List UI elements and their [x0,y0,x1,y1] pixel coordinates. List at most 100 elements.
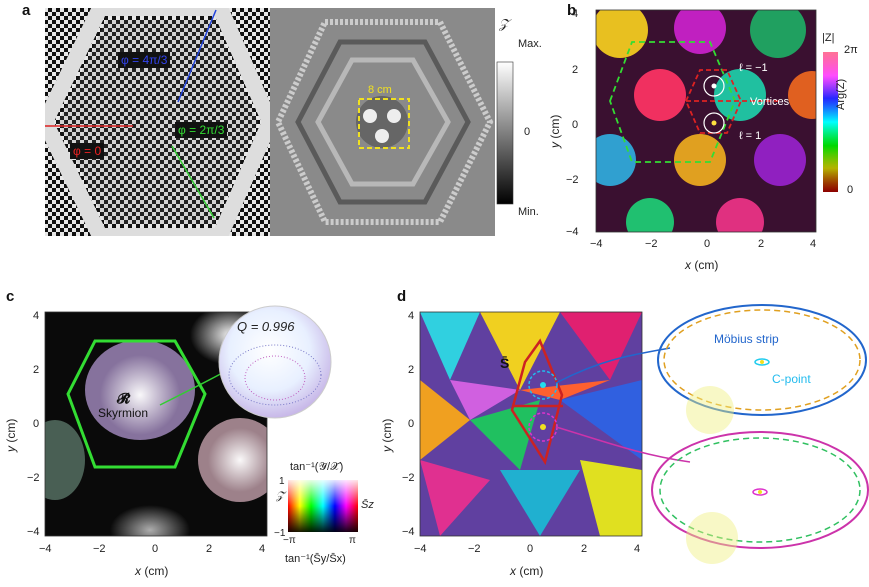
panel-d-xlabel: x (cm) [510,564,543,578]
ytick: 2 [572,64,579,76]
ytick: −4 [402,526,415,538]
x-var: x [135,564,141,578]
scale-label: 8 cm [368,84,392,96]
xtick: −2 [645,238,658,250]
xtick: −4 [590,238,603,250]
sphere-mesh-inner [244,355,306,401]
vortex-plus-loop [703,112,725,134]
mobius-label: Möbius strip [714,332,779,346]
x-unit: (cm) [691,258,719,272]
legend-bottom-left: −π [283,535,296,546]
c-point-loop-top [528,370,558,400]
panel-b-xlabel: x (cm) [685,258,718,272]
legend-bottom-label: tan⁻¹(S̄y/S̄x) [285,553,346,565]
xtick: 4 [259,543,266,555]
xtick: 2 [758,238,765,250]
y-var: y [548,142,562,148]
skyrmion-hexagon [66,339,207,469]
connector-top [555,347,671,384]
mobius-outline [510,338,564,466]
ytick: 4 [572,8,579,20]
xtick: 2 [206,543,213,555]
y-var: y [4,446,18,452]
panel-b-phase-map [596,10,816,232]
panel-a-label: a [22,2,31,19]
panel-b-bw-bar [823,52,838,192]
red-hexagon [685,69,742,134]
x-var: x [510,564,516,578]
y-var: y [380,446,394,452]
colorbar-b-lo: 0 [847,184,854,196]
ytick: 2 [408,364,415,376]
x-unit: (cm) [141,564,169,578]
legend-top: tan⁻¹(𝒴̄/𝒳̄) [290,461,344,473]
panel-b-label: b [567,2,577,19]
ytick: −2 [402,472,415,484]
l-minus-label: ℓ = −1 [739,62,768,74]
mobius-strip-bottom [651,431,869,564]
skyrmion-sphere [218,305,332,419]
panel-c-frame [44,311,268,537]
phase-label-4pi3: φ = 4π/3 [118,52,171,68]
colorbar-a-symbol: 𝒵 [499,16,509,31]
panel-c-label: c [6,288,15,305]
panel-d-label: d [397,288,407,305]
x-var: x [685,258,691,272]
panel-c-map [45,312,267,536]
blue-arrow [177,9,217,103]
xtick: −2 [93,543,106,555]
colorbar-a-max: Max. [518,38,542,50]
vortices-label: Vortices [750,96,790,108]
y-unit: (cm) [548,114,562,142]
panel-c-xlabel: x (cm) [135,564,168,578]
phase-label-2pi3: φ = 2π/3 [175,122,228,138]
xtick: 4 [810,238,817,250]
l-plus-label: ℓ = 1 [739,130,762,142]
colorbar-b-hi: 2π [844,44,858,56]
panel-d-map [420,312,642,536]
green-arrow [171,145,215,219]
panel-d-ylabel: y (cm) [380,419,394,452]
panel-a-photo [45,8,270,236]
panel-d-frame [419,311,643,537]
legend-left-one: 1 [279,476,285,487]
legend-shade [288,480,358,532]
panel-a-colorbar [496,61,514,205]
phase-label-0: φ = 0 [70,143,105,159]
y-unit: (cm) [4,418,18,446]
connector-bottom [555,426,691,463]
xtick: 2 [581,543,588,555]
ytick: 4 [408,310,415,322]
sphere-mesh [228,344,322,406]
vortex-plus-dot [711,120,717,126]
panel-a-field [270,8,495,236]
xtick: 4 [634,543,641,555]
x-unit: (cm) [516,564,544,578]
ytick: −4 [27,526,40,538]
panel-b-ylabel: y (cm) [548,115,562,148]
xtick: 0 [527,543,534,555]
scale-box [358,98,410,149]
colorbar-a-min: Min. [518,206,539,218]
xtick: −2 [468,543,481,555]
legend-right: S̄z [361,499,374,511]
ytick: 4 [33,310,40,322]
panel-c-ylabel: y (cm) [4,419,18,452]
xtick: 0 [704,238,711,250]
legend-left-top: 𝒵̄ [276,490,285,502]
panel-b-yticks: 4 2 0 −2 −4 [566,8,590,238]
c-point-dot-top [540,382,546,388]
colorbar-a-zero: 0 [524,126,531,138]
ytick: 2 [33,364,40,376]
sphere-label: Q = 0.996 [237,319,295,334]
ytick: 0 [33,418,40,430]
colorbar-b-top: |Z| [822,32,835,44]
colorbar-b-mid: Arg(Z) [835,78,847,110]
xtick: 0 [152,543,159,555]
ytick: 0 [572,119,579,131]
skyrmion-text: Skyrmion [98,406,149,420]
c-point-dot-bottom [540,424,546,430]
xtick: −4 [414,543,427,555]
vortex-minus-dot [711,83,717,89]
